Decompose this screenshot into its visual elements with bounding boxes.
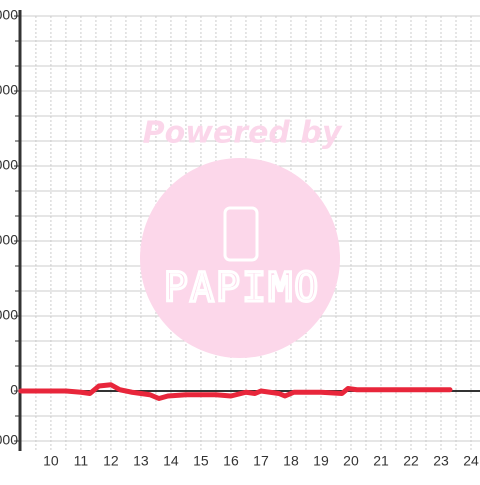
x-tick-label: 13 — [133, 453, 149, 469]
y-tick-label: 120,000 — [0, 82, 18, 98]
watermark-logo: PAPIMO — [164, 265, 321, 311]
x-tick-label: 17 — [253, 453, 269, 469]
x-tick-label: 18 — [283, 453, 299, 469]
x-tick-label: 20 — [343, 453, 359, 469]
y-tick-label: 90,000 — [0, 157, 18, 173]
x-tick-label: 15 — [193, 453, 209, 469]
watermark-text: Powered by — [143, 116, 343, 151]
y-tick-label: 0 — [10, 382, 18, 398]
x-tick-label: 11 — [74, 453, 89, 469]
y-tick-label: -20,000 — [0, 432, 18, 448]
x-tick-label: 14 — [163, 453, 179, 469]
x-tick-label: 22 — [403, 453, 419, 469]
y-tick-label: 30,000 — [0, 307, 18, 323]
data-line — [18, 382, 453, 401]
x-tick-label: 12 — [103, 453, 119, 469]
x-tick-label: 16 — [223, 453, 239, 469]
y-tick-label: 150,000 — [0, 7, 18, 23]
x-tick-label: 24 — [463, 453, 479, 469]
y-tick-label: 60,000 — [0, 232, 18, 248]
x-tick-label: 23 — [433, 453, 449, 469]
watermark-circle — [140, 158, 340, 358]
x-tick-label: 10 — [43, 453, 59, 469]
watermark: Powered by PAPIMO — [140, 116, 343, 358]
watermark-phone — [223, 206, 259, 262]
x-tick-label: 19 — [313, 453, 329, 469]
x-tick-label: 21 — [373, 453, 389, 469]
